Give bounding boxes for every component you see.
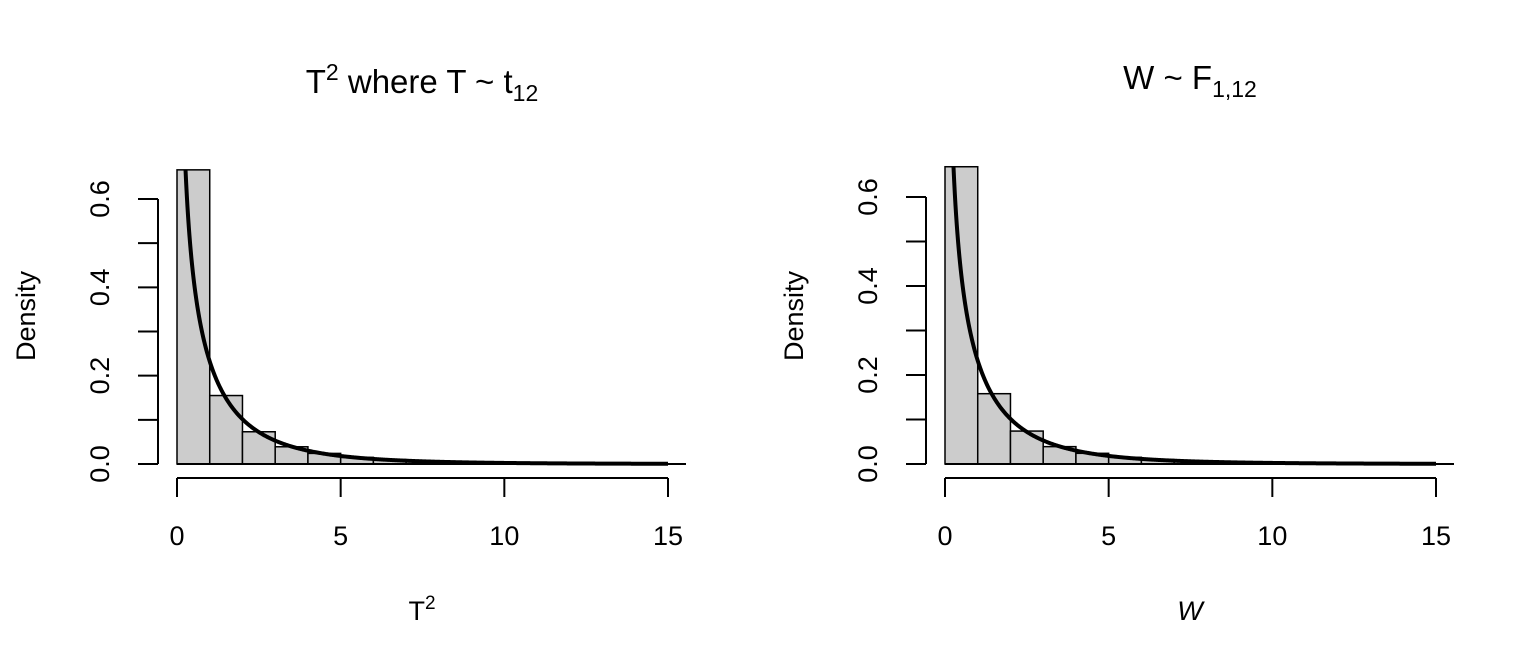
chart-panel-t-squared: T2 where T ~ t12 T2 Density 0 5 10 15 0.00.…: [11, 59, 686, 626]
x-tick-label: 15: [1421, 521, 1451, 551]
histogram-bar: [176, 169, 211, 465]
histogram-bar: [976, 392, 1012, 465]
y-tick-label: 0.6: [853, 178, 883, 216]
chart-title: W ~ F1,12: [1123, 59, 1257, 102]
y-axis-label: Density: [779, 270, 809, 361]
y-tick-label: 0.4: [853, 267, 883, 305]
y-tick-label: 0.4: [85, 269, 115, 307]
x-tick-label: 15: [653, 521, 683, 551]
x-axis: 0 5 10 15: [169, 477, 683, 551]
y-tick-label: 0.2: [85, 357, 115, 395]
x-tick-label: 5: [1101, 521, 1116, 551]
x-tick-label: 10: [1257, 521, 1287, 551]
y-axis: 0.0 0.2 0.4 0.6: [85, 180, 159, 483]
x-axis-label: T2: [408, 593, 435, 626]
y-axis: 0.0 0.2 0.4 0.6: [853, 178, 927, 483]
histogram-bar: [208, 394, 244, 465]
chart-panel-w: W ~ F1,12 W Density 0 5 10 15 0.0 0.2 0.4 0.6: [779, 59, 1454, 626]
density-curve: [183, 169, 668, 466]
x-tick-label: 0: [169, 521, 184, 551]
y-tick-label: 0.6: [85, 180, 115, 218]
y-tick-label: 0.0: [85, 445, 115, 483]
x-axis-label: W: [1177, 596, 1205, 626]
y-tick-label: 0.0: [853, 445, 883, 483]
chart-title: T2 where T ~ t12: [306, 59, 539, 106]
x-tick-label: 0: [937, 521, 952, 551]
density-curve: [951, 167, 1436, 466]
x-tick-label: 10: [489, 521, 519, 551]
y-tick-label: 0.2: [853, 356, 883, 394]
x-tick-label: 5: [333, 521, 348, 551]
y-axis-label: Density: [11, 270, 41, 361]
x-axis: 0 5 10 15: [937, 477, 1451, 551]
histogram-bar: [944, 165, 979, 465]
